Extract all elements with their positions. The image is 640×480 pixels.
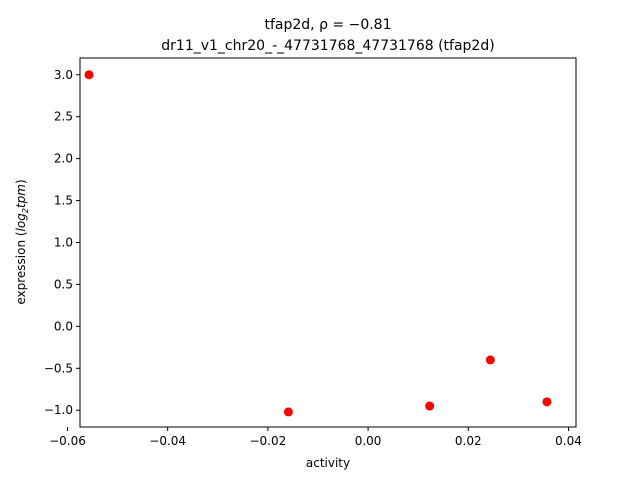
data-points: [84, 70, 552, 417]
plot-frame: [79, 57, 577, 428]
chart-title: tfap2d, ρ = −0.81: [265, 17, 392, 33]
x-tick-label: 0.02: [455, 434, 482, 448]
y-axis-label-suffix: ): [14, 179, 28, 184]
y-axis-label-prefix: expression (: [14, 231, 28, 304]
data-point: [84, 70, 94, 80]
y-tick-label: 0.0: [54, 319, 73, 333]
y-axis-label-math2: tpm: [14, 184, 28, 208]
x-tick-label: 0.00: [355, 434, 382, 448]
y-axis-label-subscript: 2: [21, 208, 30, 213]
data-point: [485, 355, 495, 365]
y-axis-ticks: 3.0 2.5 2.0 1.5 1.0 0.5 0.0 −0.5 −1.0: [44, 68, 80, 417]
y-tick-label: 3.0: [54, 68, 73, 82]
x-axis-label: activity: [306, 456, 350, 470]
data-point: [283, 407, 293, 417]
y-tick-label: 2.0: [54, 152, 73, 166]
data-point: [425, 401, 435, 411]
x-tick-label: −0.06: [49, 434, 86, 448]
x-tick-label: 0.04: [555, 434, 582, 448]
x-tick-label: −0.02: [249, 434, 286, 448]
y-axis-label-math: log: [14, 213, 28, 232]
x-tick-label: −0.04: [149, 434, 186, 448]
y-tick-label: 1.5: [54, 194, 73, 208]
y-tick-label: 1.0: [54, 236, 73, 250]
data-point: [542, 397, 552, 407]
y-tick-label: 0.5: [54, 277, 73, 291]
chart-subtitle: dr11_v1_chr20_-_47731768_47731768 (tfap2…: [161, 38, 494, 54]
y-tick-label: −0.5: [44, 361, 73, 375]
y-tick-label: 2.5: [54, 110, 73, 124]
x-axis-ticks: −0.06 −0.04 −0.02 0.00 0.02 0.04: [49, 427, 582, 448]
y-axis-label: expression (log2tpm): [14, 179, 30, 304]
y-tick-label: −1.0: [44, 403, 73, 417]
